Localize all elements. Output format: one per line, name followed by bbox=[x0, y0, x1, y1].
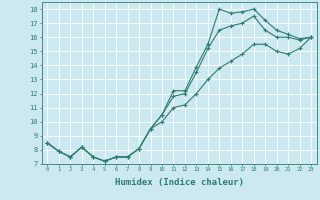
X-axis label: Humidex (Indice chaleur): Humidex (Indice chaleur) bbox=[115, 178, 244, 187]
